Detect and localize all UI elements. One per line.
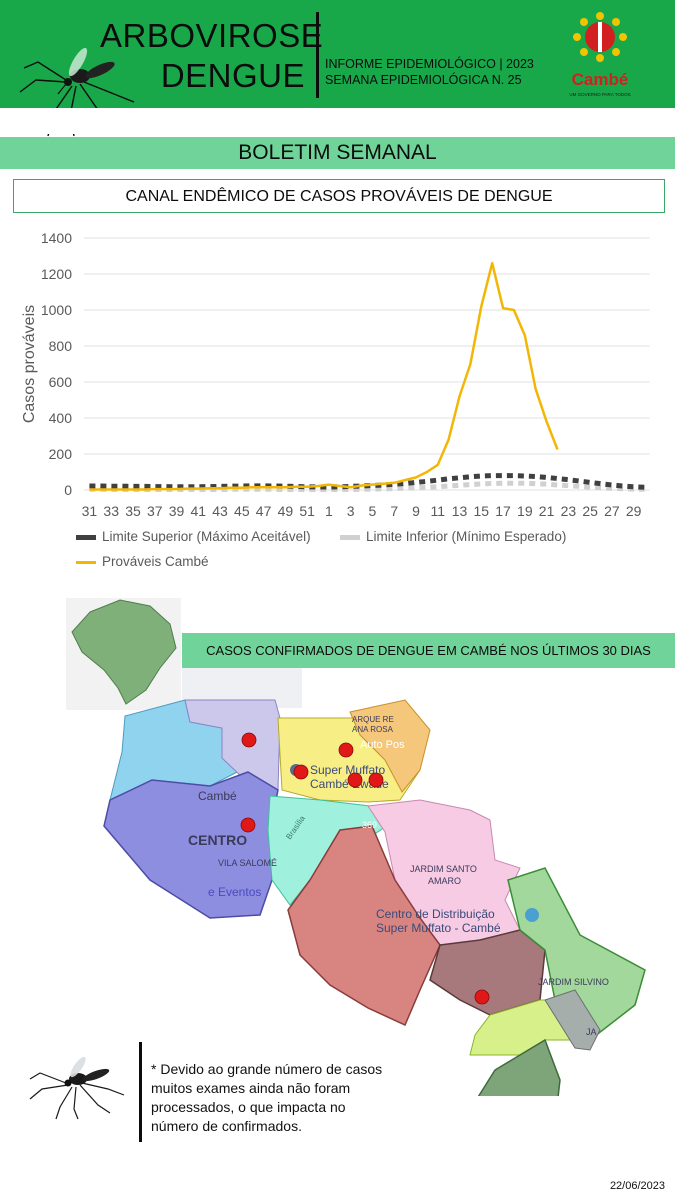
main-title: ARBOVIROSE DENGUE: [100, 16, 324, 96]
x-tick-label: 35: [125, 503, 141, 519]
map-label-centro-distribuicao: Centro de Distribuição: [376, 907, 495, 921]
mosquito-icon-small: [29, 1056, 125, 1120]
y-tick-label: 0: [64, 482, 72, 498]
report-line1: INFORME EPIDEMIOLÓGICO | 2023: [325, 57, 534, 71]
district-orange-northeast: [349, 699, 431, 793]
logo-text: Cambé: [571, 70, 629, 89]
x-tick-label: 17: [495, 503, 511, 519]
case-marker: [368, 772, 384, 788]
x-tick-label: 47: [256, 503, 272, 519]
x-tick-label: 5: [369, 503, 377, 519]
x-tick-label: 43: [212, 503, 228, 519]
footnote-line2: muitos exames ainda não foram: [151, 1080, 351, 1096]
legend-swatch-upper: [76, 534, 96, 540]
y-tick-label: 1200: [41, 266, 72, 282]
series-line-2: [89, 261, 559, 491]
case-marker: [474, 989, 490, 1005]
x-tick-label: 39: [169, 503, 185, 519]
header-divider: [316, 12, 319, 98]
legend-item-upper: Limite Superior (Máximo Aceitável): [76, 529, 311, 544]
legend-label-upper: Limite Superior (Máximo Aceitável): [102, 529, 311, 544]
x-tick-label: 27: [604, 503, 620, 519]
map-label-ana-rosa: ANA ROSA: [352, 725, 394, 734]
map-label-amaro: AMARO: [428, 876, 461, 886]
x-tick-label: 11: [430, 503, 445, 519]
map-label-ja: JA: [586, 1027, 597, 1037]
title-line2: DENGUE: [160, 57, 305, 94]
report-date: 22/06/2023: [609, 1180, 665, 1192]
map-label-centro: CENTRO: [188, 832, 247, 848]
bulletin-bar: BOLETIM SEMANAL: [0, 137, 675, 169]
legend-swatch-cambe: [76, 560, 96, 564]
logo-tagline: UM GOVERNO PARA TODOS: [569, 92, 631, 97]
district-darkgreen-south: [477, 1038, 561, 1096]
x-tick-label: 25: [582, 503, 598, 519]
x-tick-label: 3: [347, 503, 355, 519]
x-tick-label: 7: [390, 503, 398, 519]
header-band: ARBOVIROSE DENGUE INFORME EPIDEMIOLÓGICO…: [0, 0, 675, 137]
brazil-inset: [66, 598, 181, 710]
district-red-south: [287, 825, 441, 1027]
chart-title: CANAL ENDÊMICO DE CASOS PROVÁVEIS DE DEN…: [13, 179, 665, 213]
case-marker: [241, 732, 257, 748]
case-marker: [293, 764, 309, 780]
x-tick-label: 15: [473, 503, 489, 519]
legend-swatch-lower: [340, 534, 360, 540]
map-label-super-muffato: Super Muffato: [310, 763, 385, 777]
legend-label-lower: Limite Inferior (Mínimo Esperado): [366, 529, 567, 544]
map-banner: CASOS CONFIRMADOS DE DENGUE EM CAMBÉ NOS…: [182, 633, 675, 668]
x-tick-label: 51: [299, 503, 315, 519]
map-label-vila-salome: VILA SALOMÉ: [218, 858, 277, 868]
y-tick-label: 200: [49, 446, 73, 462]
x-tick-label: 29: [626, 503, 642, 519]
legend-item-cambe: Prováveis Cambé: [76, 554, 209, 569]
footnote-line3: processados, o que impacta no: [151, 1099, 346, 1115]
case-marker: [347, 772, 363, 788]
x-tick-label: 1: [325, 503, 333, 519]
endemic-channel-chart: 0 200 400 600 800 1000 1200 1400 Casos prováveis…: [21, 230, 650, 519]
title-line1: ARBOVIROSE: [100, 17, 324, 54]
footnote: * Devido ao grande número de casos muito…: [151, 1060, 451, 1136]
case-marker: [240, 817, 256, 833]
x-tick-label: 13: [452, 503, 468, 519]
x-tick-label: 23: [561, 503, 577, 519]
x-tick-label: 31: [82, 503, 98, 519]
x-tick-label: 37: [147, 503, 163, 519]
x-tick-label: 45: [234, 503, 250, 519]
case-marker: [338, 742, 354, 758]
cambe-seal-icon: [573, 12, 627, 62]
y-tick-label: 1400: [41, 230, 72, 246]
y-tick-label: 1000: [41, 302, 72, 318]
map-label-jardim-santo: JARDIM SANTO: [410, 864, 477, 874]
footnote-line1: * Devido ao grande número de casos: [151, 1061, 383, 1077]
legend-item-lower: Limite Inferior (Mínimo Esperado): [340, 529, 566, 544]
map-label-auto-pos: Auto Pos: [360, 739, 405, 751]
x-tick-label: 21: [539, 503, 555, 519]
map-label-cambe: Cambé: [198, 789, 237, 803]
district-gray-southeast: [544, 989, 601, 1051]
note-divider: [139, 1042, 142, 1142]
report-line2: SEMANA EPIDEMIOLÓGICA N. 25: [325, 73, 522, 87]
y-tick-label: 800: [49, 338, 73, 354]
x-tick-label: 33: [103, 503, 119, 519]
y-tick-label: 400: [49, 410, 73, 426]
y-axis-label: Casos prováveis: [21, 305, 38, 423]
white-band: [0, 108, 675, 134]
x-tick-label: 19: [517, 503, 533, 519]
legend-label-cambe: Prováveis Cambé: [102, 554, 209, 569]
cambe-map: Cambé CENTRO VILA SALOMÉ e Eventos Super…: [66, 598, 646, 1096]
map-label-jardim-silvino: JARDIM SILVINO: [538, 977, 609, 987]
map-label-road: 369: [362, 820, 377, 830]
y-tick-label: 600: [49, 374, 73, 390]
x-tick-label: 49: [278, 503, 294, 519]
x-tick-label: 9: [412, 503, 420, 519]
cambe-logo: Cambé UM GOVERNO PARA TODOS: [560, 10, 640, 100]
map-label-parque: ARQUE RE: [352, 715, 394, 724]
x-tick-label: 41: [190, 503, 206, 519]
map-label-super-muffato-cambe: Super Muffato - Cambé: [376, 921, 501, 935]
report-info: INFORME EPIDEMIOLÓGICO | 2023 SEMANA EPI…: [325, 56, 534, 88]
footnote-line4: número de confirmados.: [151, 1118, 302, 1134]
district-green-east: [507, 867, 646, 1042]
map-label-eventos: e Eventos: [208, 885, 261, 899]
